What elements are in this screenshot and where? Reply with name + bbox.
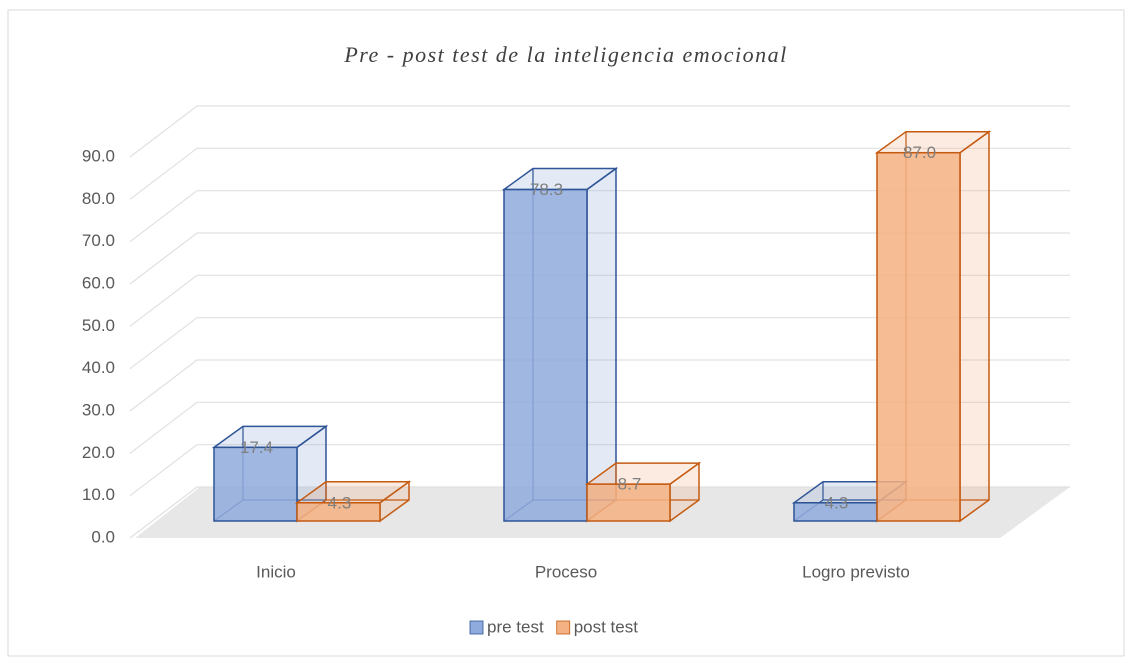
chart-title: Pre - post test de la inteligencia emoci… bbox=[343, 42, 787, 67]
bar bbox=[503, 188, 588, 522]
grid-line bbox=[129, 486, 1070, 539]
x-tick-label: Logro previsto bbox=[802, 562, 910, 581]
bar bbox=[586, 483, 671, 522]
y-tick-label: 40.0 bbox=[82, 358, 115, 377]
legend-swatch bbox=[556, 620, 571, 635]
bar bbox=[213, 446, 298, 522]
data-label: 4.3 bbox=[825, 493, 849, 512]
grid-line bbox=[129, 444, 1070, 497]
y-tick-label: 10.0 bbox=[82, 485, 115, 504]
data-label: 87.0 bbox=[903, 143, 936, 162]
grid-line bbox=[129, 359, 1070, 412]
data-label: 4.3 bbox=[328, 493, 352, 512]
x-tick-label: Inicio bbox=[256, 562, 296, 581]
legend-swatch bbox=[469, 620, 484, 635]
y-tick-label: 80.0 bbox=[82, 189, 115, 208]
y-tick-label: 50.0 bbox=[82, 316, 115, 335]
legend-label: post test bbox=[574, 617, 639, 636]
grid-line bbox=[129, 232, 1070, 285]
data-label: 78.3 bbox=[530, 180, 563, 199]
y-tick-label: 70.0 bbox=[82, 231, 115, 250]
x-tick-label: Proceso bbox=[535, 562, 597, 581]
y-tick-label: 20.0 bbox=[82, 443, 115, 462]
y-tick-label: 90.0 bbox=[82, 146, 115, 165]
grid-line bbox=[129, 105, 1070, 158]
grid-line bbox=[129, 401, 1070, 454]
data-label: 8.7 bbox=[618, 475, 642, 494]
grid-line bbox=[129, 274, 1070, 327]
y-tick-label: 60.0 bbox=[82, 273, 115, 292]
bar-side bbox=[959, 130, 990, 523]
y-tick-label: 30.0 bbox=[82, 400, 115, 419]
data-label: 17.4 bbox=[240, 438, 273, 457]
legend-label: pre test bbox=[487, 617, 544, 636]
grid-line bbox=[129, 147, 1070, 200]
grid-line bbox=[129, 190, 1070, 243]
bar bbox=[296, 502, 381, 522]
grid-line bbox=[129, 317, 1070, 370]
bar bbox=[876, 151, 961, 522]
y-tick-label: 0.0 bbox=[91, 527, 115, 546]
